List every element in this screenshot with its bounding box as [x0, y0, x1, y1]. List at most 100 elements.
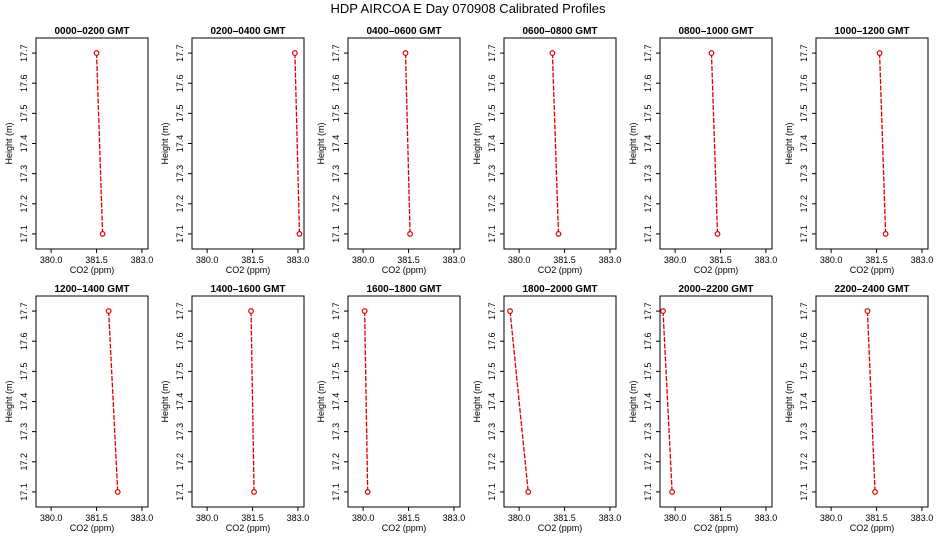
y-tick-label: 17.2	[175, 453, 185, 471]
x-tick-label: 380.0	[196, 513, 219, 523]
y-tick-label: 17.7	[643, 302, 653, 320]
y-tick-label: 17.5	[331, 105, 341, 123]
data-point	[296, 231, 303, 237]
y-tick-label: 17.4	[643, 135, 653, 153]
x-tick-label: 383.0	[131, 513, 154, 523]
x-tick-label: 381.5	[397, 513, 420, 523]
x-tick-label: 383.0	[755, 513, 778, 523]
plot-frame	[191, 37, 305, 250]
panel-title: 1200–1400 GMT	[54, 284, 129, 295]
y-tick-label: 17.5	[487, 105, 497, 123]
y-axis-label: Height (m)	[628, 380, 638, 422]
y-tick-label: 17.6	[175, 332, 185, 350]
y-tick-label: 17.5	[175, 105, 185, 123]
y-tick-label: 17.5	[799, 105, 809, 123]
plot-frame	[659, 37, 773, 250]
y-tick-label: 17.3	[487, 165, 497, 183]
y-axis-label: Height (m)	[4, 380, 14, 422]
y-tick-label: 17.7	[175, 302, 185, 320]
plot-frame	[347, 37, 461, 250]
y-tick-label: 17.4	[487, 393, 497, 411]
x-tick-label: 383.0	[911, 513, 934, 523]
y-tick-label: 17.3	[175, 165, 185, 183]
y-tick-label: 17.3	[643, 423, 653, 441]
x-axis-label: CO2 (ppm)	[850, 523, 895, 533]
panel-title: 0600–0800 GMT	[522, 26, 597, 37]
y-tick-label: 17.6	[331, 332, 341, 350]
profile-line	[710, 53, 719, 234]
panel-4: 0600–0800 GMT 380.0 381.5 383.0 CO2 (ppm) 17.…	[472, 26, 621, 275]
panel-5: 0800–1000 GMT 380.0 381.5 383.0 CO2 (ppm) 17.…	[628, 26, 777, 275]
panel-title: 1000–1200 GMT	[834, 26, 909, 37]
x-axis-label: CO2 (ppm)	[70, 265, 115, 275]
y-tick-label: 17.6	[19, 74, 29, 92]
plot-frame	[35, 37, 149, 250]
x-tick-label: 383.0	[443, 255, 466, 265]
y-tick-label: 17.2	[487, 453, 497, 471]
data-point	[864, 308, 871, 314]
panel-title: 0000–0200 GMT	[54, 26, 129, 37]
x-axis-label: CO2 (ppm)	[382, 523, 427, 533]
x-tick-label: 381.5	[241, 255, 264, 265]
y-tick-label: 17.3	[331, 165, 341, 183]
y-tick-label: 17.2	[643, 453, 653, 471]
panel-3: 0400–0600 GMT 380.0 381.5 383.0 CO2 (ppm) 17.…	[316, 26, 465, 275]
x-tick-label: 383.0	[287, 513, 310, 523]
y-tick-label: 17.7	[799, 302, 809, 320]
y-tick-label: 17.7	[487, 302, 497, 320]
data-point	[507, 308, 513, 314]
y-tick-label: 17.4	[799, 135, 809, 153]
y-tick-label: 17.1	[19, 483, 29, 501]
x-tick-label: 383.0	[599, 255, 622, 265]
profile-line	[107, 311, 119, 492]
panel-7: 1200–1400 GMT 380.0 381.5 383.0 CO2 (ppm) 17.…	[4, 284, 153, 533]
y-tick-label: 17.2	[175, 195, 185, 213]
data-point	[248, 308, 254, 314]
y-tick-label: 17.4	[19, 393, 29, 411]
y-tick-label: 17.5	[19, 363, 29, 381]
x-tick-label: 380.0	[40, 513, 63, 523]
plot-frame	[35, 295, 149, 508]
data-point	[407, 231, 413, 237]
y-tick-label: 17.2	[799, 195, 809, 213]
page-title: HDP AIRCOA E Day 070908 Calibrated Profi…	[330, 1, 606, 16]
x-tick-label: 383.0	[131, 255, 154, 265]
y-tick-label: 17.4	[175, 135, 185, 153]
y-tick-label: 17.7	[487, 44, 497, 62]
y-tick-label: 17.1	[799, 483, 809, 501]
panel-title: 2200–2400 GMT	[834, 284, 909, 295]
panel-title: 0800–1000 GMT	[678, 26, 753, 37]
panel-1: 0000–0200 GMT 380.0 381.5 383.0 CO2 (ppm) 17.…	[4, 26, 153, 275]
y-tick-label: 17.4	[331, 393, 341, 411]
y-tick-label: 17.4	[19, 135, 29, 153]
profile-line	[509, 311, 529, 492]
profile-line	[404, 53, 411, 234]
y-tick-label: 17.7	[331, 44, 341, 62]
panel-title: 1800–2000 GMT	[522, 284, 597, 295]
y-tick-label: 17.1	[331, 225, 341, 243]
x-tick-label: 383.0	[599, 513, 622, 523]
y-tick-label: 17.7	[643, 44, 653, 62]
y-axis-label: Height (m)	[472, 122, 482, 164]
x-axis-label: CO2 (ppm)	[850, 265, 895, 275]
y-tick-label: 17.6	[643, 332, 653, 350]
y-tick-label: 17.1	[799, 225, 809, 243]
y-tick-label: 17.5	[331, 363, 341, 381]
x-tick-label: 380.0	[820, 255, 843, 265]
x-tick-label: 383.0	[443, 513, 466, 523]
data-point	[872, 489, 878, 495]
y-tick-label: 17.6	[643, 74, 653, 92]
profile-line	[866, 311, 876, 492]
y-axis-label: Height (m)	[628, 122, 638, 164]
data-point	[114, 489, 121, 495]
x-axis-label: CO2 (ppm)	[694, 265, 739, 275]
x-axis-label: CO2 (ppm)	[538, 265, 583, 275]
y-tick-label: 17.4	[487, 135, 497, 153]
panel-title: 1600–1800 GMT	[366, 284, 441, 295]
data-point	[660, 308, 666, 314]
y-tick-label: 17.2	[799, 453, 809, 471]
profile-line	[95, 53, 104, 234]
y-tick-label: 17.1	[487, 483, 497, 501]
y-tick-label: 17.1	[175, 483, 185, 501]
data-point	[361, 308, 368, 314]
